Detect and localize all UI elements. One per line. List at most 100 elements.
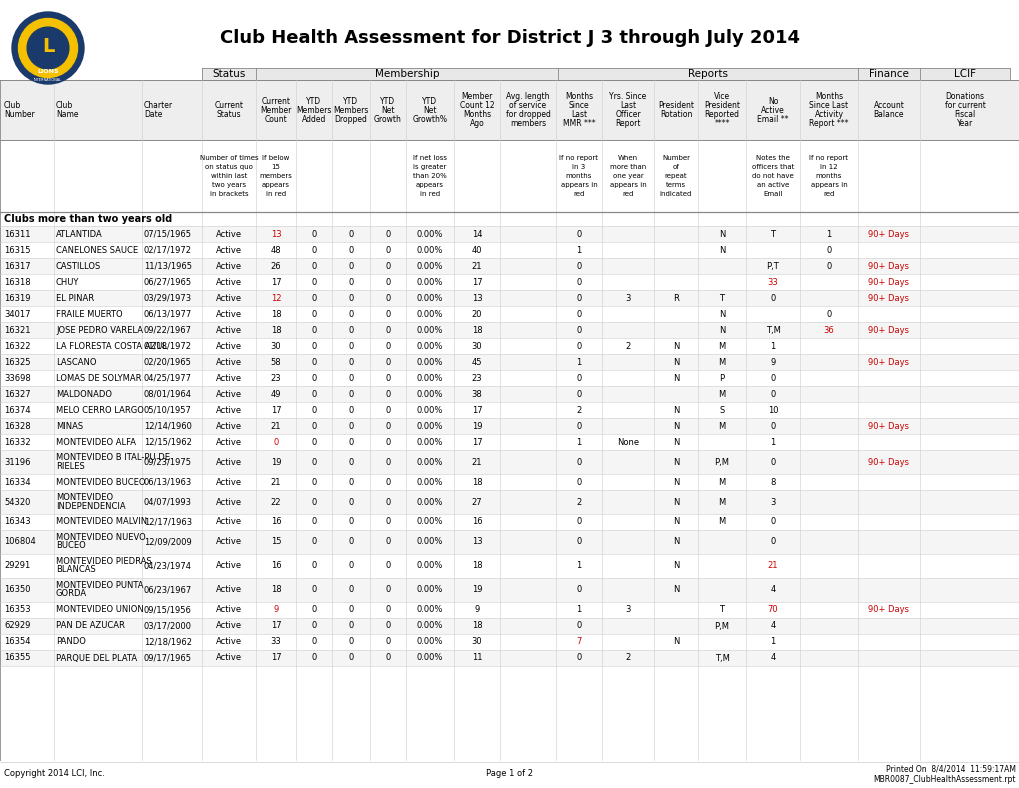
- Text: Members: Members: [297, 106, 331, 114]
- Text: Current: Current: [261, 96, 290, 106]
- Text: Active: Active: [216, 310, 242, 318]
- Text: 30: 30: [471, 637, 482, 646]
- Text: MONTEVIDEO B ITAL-PU DE: MONTEVIDEO B ITAL-PU DE: [56, 452, 170, 462]
- Text: 36: 36: [822, 325, 834, 334]
- Bar: [0, 242, 1019, 258]
- Text: 0: 0: [576, 374, 581, 382]
- Text: JOSE PEDRO VARELA: JOSE PEDRO VARELA: [56, 325, 143, 334]
- Text: 90+ Days: 90+ Days: [867, 229, 909, 239]
- Text: 09/17/1965: 09/17/1965: [144, 653, 192, 663]
- Text: Fiscal: Fiscal: [954, 110, 974, 119]
- Text: 0: 0: [348, 518, 354, 526]
- Text: 33698: 33698: [4, 374, 31, 382]
- Text: Active: Active: [216, 458, 242, 466]
- Text: 0: 0: [385, 406, 390, 414]
- Bar: [0, 386, 1019, 402]
- Text: 0: 0: [576, 389, 581, 399]
- Text: LCIF: LCIF: [953, 69, 975, 79]
- Text: Net: Net: [381, 106, 394, 114]
- Text: 7: 7: [576, 637, 581, 646]
- Text: 3: 3: [769, 497, 774, 507]
- Text: 19: 19: [471, 585, 482, 594]
- Text: Active: Active: [216, 518, 242, 526]
- Text: 0: 0: [311, 585, 316, 594]
- Text: 90+ Days: 90+ Days: [867, 358, 909, 366]
- Text: 0: 0: [385, 437, 390, 447]
- Bar: [0, 322, 1019, 338]
- Text: Active: Active: [216, 341, 242, 351]
- Text: 1: 1: [576, 562, 581, 571]
- Text: 0: 0: [385, 341, 390, 351]
- Text: appears: appears: [262, 182, 289, 188]
- Text: 90+ Days: 90+ Days: [867, 277, 909, 287]
- Text: 62929: 62929: [4, 622, 31, 630]
- Text: Current: Current: [214, 101, 244, 110]
- Text: Months: Months: [565, 92, 592, 101]
- Text: T: T: [718, 605, 723, 615]
- Text: N: N: [673, 478, 679, 486]
- Text: 18: 18: [471, 562, 482, 571]
- Text: of service: of service: [508, 101, 546, 110]
- Text: 0: 0: [576, 310, 581, 318]
- Text: Months: Months: [814, 92, 843, 101]
- Text: 19: 19: [471, 422, 482, 430]
- Text: 34017: 34017: [4, 310, 31, 318]
- Text: 26: 26: [270, 262, 281, 270]
- Text: 58: 58: [270, 358, 281, 366]
- Text: 0: 0: [311, 341, 316, 351]
- Text: 0: 0: [576, 585, 581, 594]
- Text: 0: 0: [769, 537, 774, 547]
- Text: President: President: [657, 101, 693, 110]
- Text: Avg. length: Avg. length: [505, 92, 549, 101]
- Bar: [0, 306, 1019, 322]
- Text: an active: an active: [756, 182, 789, 188]
- Text: 0: 0: [576, 518, 581, 526]
- Text: When: When: [618, 155, 638, 161]
- Text: 0: 0: [576, 422, 581, 430]
- Text: 01/18/1972: 01/18/1972: [144, 341, 192, 351]
- Text: 17: 17: [471, 277, 482, 287]
- Text: 0: 0: [348, 293, 354, 303]
- Text: 0: 0: [385, 246, 390, 255]
- Text: Report: Report: [614, 119, 640, 128]
- Text: months: months: [566, 173, 592, 179]
- Text: 0: 0: [311, 262, 316, 270]
- Text: 0.00%: 0.00%: [417, 229, 442, 239]
- Text: 0: 0: [385, 262, 390, 270]
- Text: 0.00%: 0.00%: [417, 310, 442, 318]
- Text: 0: 0: [348, 537, 354, 547]
- Text: Status: Status: [212, 69, 246, 79]
- Text: Page 1 of 2: Page 1 of 2: [486, 768, 533, 778]
- Text: Printed On  8/4/2014  11:59:17AM: Printed On 8/4/2014 11:59:17AM: [886, 764, 1015, 774]
- Text: 0.00%: 0.00%: [417, 358, 442, 366]
- Text: FRAILE MUERTO: FRAILE MUERTO: [56, 310, 122, 318]
- Text: 0: 0: [348, 653, 354, 663]
- Text: N: N: [673, 422, 679, 430]
- Text: Count 12: Count 12: [460, 101, 494, 110]
- Text: 1: 1: [769, 437, 774, 447]
- Text: Email: Email: [762, 191, 782, 197]
- Text: Active: Active: [216, 277, 242, 287]
- Text: ****: ****: [713, 119, 729, 128]
- Text: appears in: appears in: [560, 182, 597, 188]
- Text: 33: 33: [270, 637, 281, 646]
- Text: 0.00%: 0.00%: [417, 325, 442, 334]
- Text: 90+ Days: 90+ Days: [867, 422, 909, 430]
- Text: Active: Active: [216, 374, 242, 382]
- Text: P,T: P,T: [766, 262, 779, 270]
- Text: M: M: [717, 341, 725, 351]
- Text: 0: 0: [385, 458, 390, 466]
- Text: 0.00%: 0.00%: [417, 622, 442, 630]
- Text: 0.00%: 0.00%: [417, 246, 442, 255]
- Text: 06/13/1977: 06/13/1977: [144, 310, 192, 318]
- Text: 27: 27: [471, 497, 482, 507]
- Text: If below: If below: [262, 155, 289, 161]
- Text: Active: Active: [760, 106, 784, 114]
- Text: repeat: repeat: [664, 173, 687, 179]
- Text: Donations: Donations: [945, 92, 983, 101]
- Text: T,M: T,M: [765, 325, 780, 334]
- Text: Active: Active: [216, 325, 242, 334]
- Text: 90+ Days: 90+ Days: [867, 458, 909, 466]
- Text: 0: 0: [311, 562, 316, 571]
- Text: 0: 0: [273, 437, 278, 447]
